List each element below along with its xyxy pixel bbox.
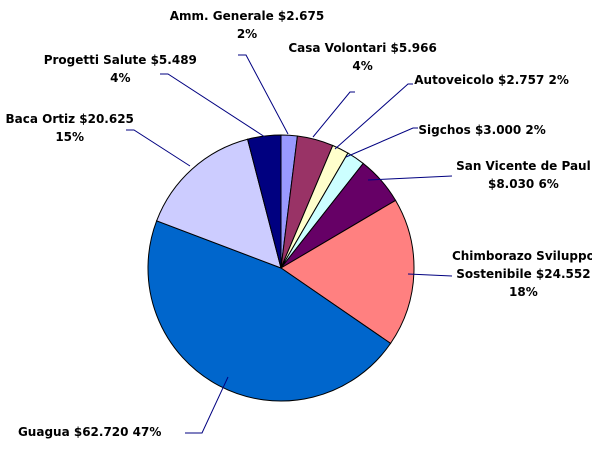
data-label-line: Chimborazo Sviluppo xyxy=(452,249,592,263)
data-label-line: Progetti Salute $5.489 xyxy=(44,53,197,67)
data-label-line: Guagua $62.720 47% xyxy=(18,425,161,439)
pie-slice-baca-ortiz xyxy=(156,138,282,269)
data-label-chimborazo-sviluppo-sostenibile: Chimborazo Sviluppo Sostenibile $24.552 18… xyxy=(452,249,592,299)
data-label-line: 4% xyxy=(352,59,372,73)
data-label-line: Casa Volontari $5.966 xyxy=(288,41,436,55)
leader-line-casa-volontari xyxy=(312,91,355,138)
pie-slice-chimborazo-sviluppo-sostenibile xyxy=(280,199,415,345)
data-label-casa-volontari: Casa Volontari $5.966 4% xyxy=(288,41,436,73)
data-label-line: Sigchos $3.000 2% xyxy=(418,123,545,137)
data-label-line: Sostenibile $24.552 xyxy=(456,267,590,281)
leader-line-progetti-salute xyxy=(160,73,266,138)
data-label-line: San Vicente de Paul xyxy=(456,159,591,173)
leader-line-san-vicente-de-paul xyxy=(367,175,453,181)
data-label-line: 18% xyxy=(509,285,538,299)
data-label-line: 4% xyxy=(110,71,130,85)
data-label-line: Amm. Generale $2.675 xyxy=(170,9,324,23)
data-label-sigchos: Sigchos $3.000 2% xyxy=(418,123,545,137)
data-label-line: Baca Ortiz $20.625 xyxy=(5,112,133,126)
data-label-line: 2% xyxy=(237,27,257,41)
leader-line-chimborazo-sviluppo-sostenibile xyxy=(407,273,453,277)
data-label-amm-generale: Amm. Generale $2.675 2% xyxy=(170,9,324,41)
leader-line-guagua xyxy=(185,376,229,434)
data-label-line: Autoveicolo $2.757 2% xyxy=(414,73,569,87)
leader-line-amm-generale xyxy=(238,54,289,135)
data-label-guagua: Guagua $62.720 47% xyxy=(18,425,161,439)
data-label-baca-ortiz: Baca Ortiz $20.625 15% xyxy=(5,112,133,144)
data-label-autoveicolo: Autoveicolo $2.757 2% xyxy=(414,73,569,87)
pie-slices xyxy=(147,134,415,402)
data-label-line: $8.030 6% xyxy=(488,177,559,191)
leader-line-baca-ortiz xyxy=(126,129,191,167)
pie-slice-guagua xyxy=(147,220,392,402)
data-label-progetti-salute: Progetti Salute $5.489 4% xyxy=(44,53,197,85)
leader-line-sigchos xyxy=(345,127,418,158)
leader-line-autoveicolo xyxy=(334,83,413,150)
data-label-line: 15% xyxy=(55,130,84,144)
data-label-san-vicente-de-paul: San Vicente de Paul $8.030 6% xyxy=(456,159,591,191)
